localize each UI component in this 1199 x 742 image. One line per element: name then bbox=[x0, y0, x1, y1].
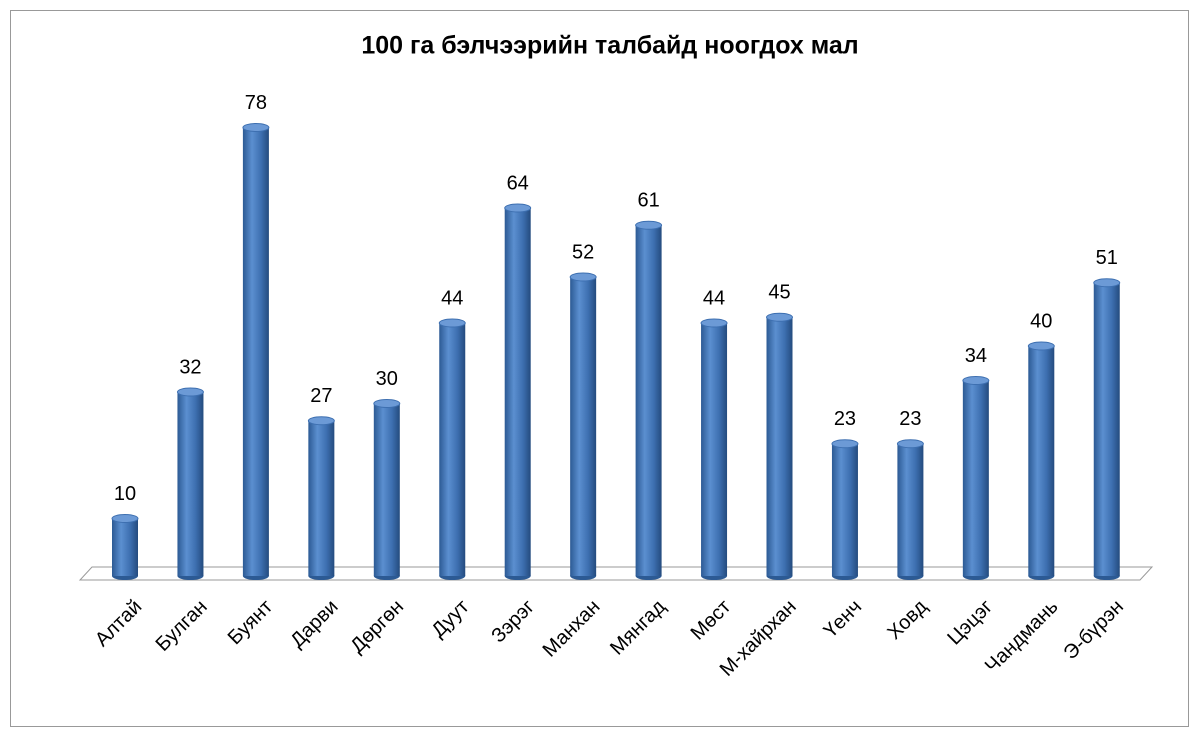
bar bbox=[373, 403, 400, 576]
bar-cap bbox=[373, 399, 401, 408]
bar-cap bbox=[831, 439, 859, 449]
value-label: 44 bbox=[441, 287, 463, 309]
plot: 10Алтай32Булган78Буянт27Дарви30Дөргөн44Д… bbox=[91, 92, 1128, 681]
bar bbox=[504, 208, 531, 576]
value-label: 51 bbox=[1096, 247, 1118, 269]
bar bbox=[635, 225, 662, 576]
bar-cap bbox=[307, 416, 335, 426]
chart-title: 100 га бэлчээрийн талбайд ноогдох мал bbox=[361, 32, 858, 60]
bar bbox=[439, 323, 466, 576]
value-label: 40 bbox=[1030, 310, 1052, 332]
bar bbox=[831, 443, 858, 576]
bar bbox=[112, 518, 138, 576]
bar bbox=[570, 277, 597, 576]
floor bbox=[78, 566, 1154, 581]
chart-border bbox=[10, 10, 1189, 727]
bar bbox=[1028, 346, 1055, 576]
bar bbox=[701, 323, 728, 576]
value-label: 10 bbox=[114, 483, 136, 505]
value-label: 30 bbox=[376, 368, 398, 390]
bar bbox=[308, 420, 335, 576]
bar-cap bbox=[1093, 278, 1121, 288]
bar-cap bbox=[176, 387, 204, 397]
value-label: 34 bbox=[965, 345, 987, 367]
bar-cap bbox=[700, 318, 728, 328]
value-label: 23 bbox=[899, 408, 921, 430]
bar-cap bbox=[569, 272, 597, 282]
bar-cap bbox=[962, 376, 990, 385]
value-label: 64 bbox=[507, 172, 529, 194]
bar bbox=[1093, 282, 1120, 576]
bar bbox=[242, 127, 269, 576]
value-label: 61 bbox=[637, 190, 659, 212]
bar bbox=[766, 317, 793, 576]
bar bbox=[962, 380, 989, 576]
value-label: 23 bbox=[834, 408, 856, 430]
value-label: 27 bbox=[310, 385, 332, 407]
bar bbox=[897, 443, 924, 576]
bar-cap bbox=[766, 312, 793, 322]
bar-cap bbox=[242, 123, 270, 132]
bar-cap bbox=[1027, 341, 1055, 351]
value-label: 78 bbox=[245, 92, 267, 114]
value-label: 45 bbox=[768, 282, 790, 304]
bar-cap bbox=[111, 514, 139, 523]
value-label: 52 bbox=[572, 241, 594, 263]
value-label: 32 bbox=[179, 356, 201, 378]
value-label: 44 bbox=[703, 287, 725, 309]
bar-cap bbox=[438, 318, 466, 328]
bar-cap bbox=[504, 203, 532, 213]
bar-cap bbox=[635, 220, 663, 230]
bar-cap bbox=[896, 439, 924, 449]
bar bbox=[177, 392, 204, 576]
